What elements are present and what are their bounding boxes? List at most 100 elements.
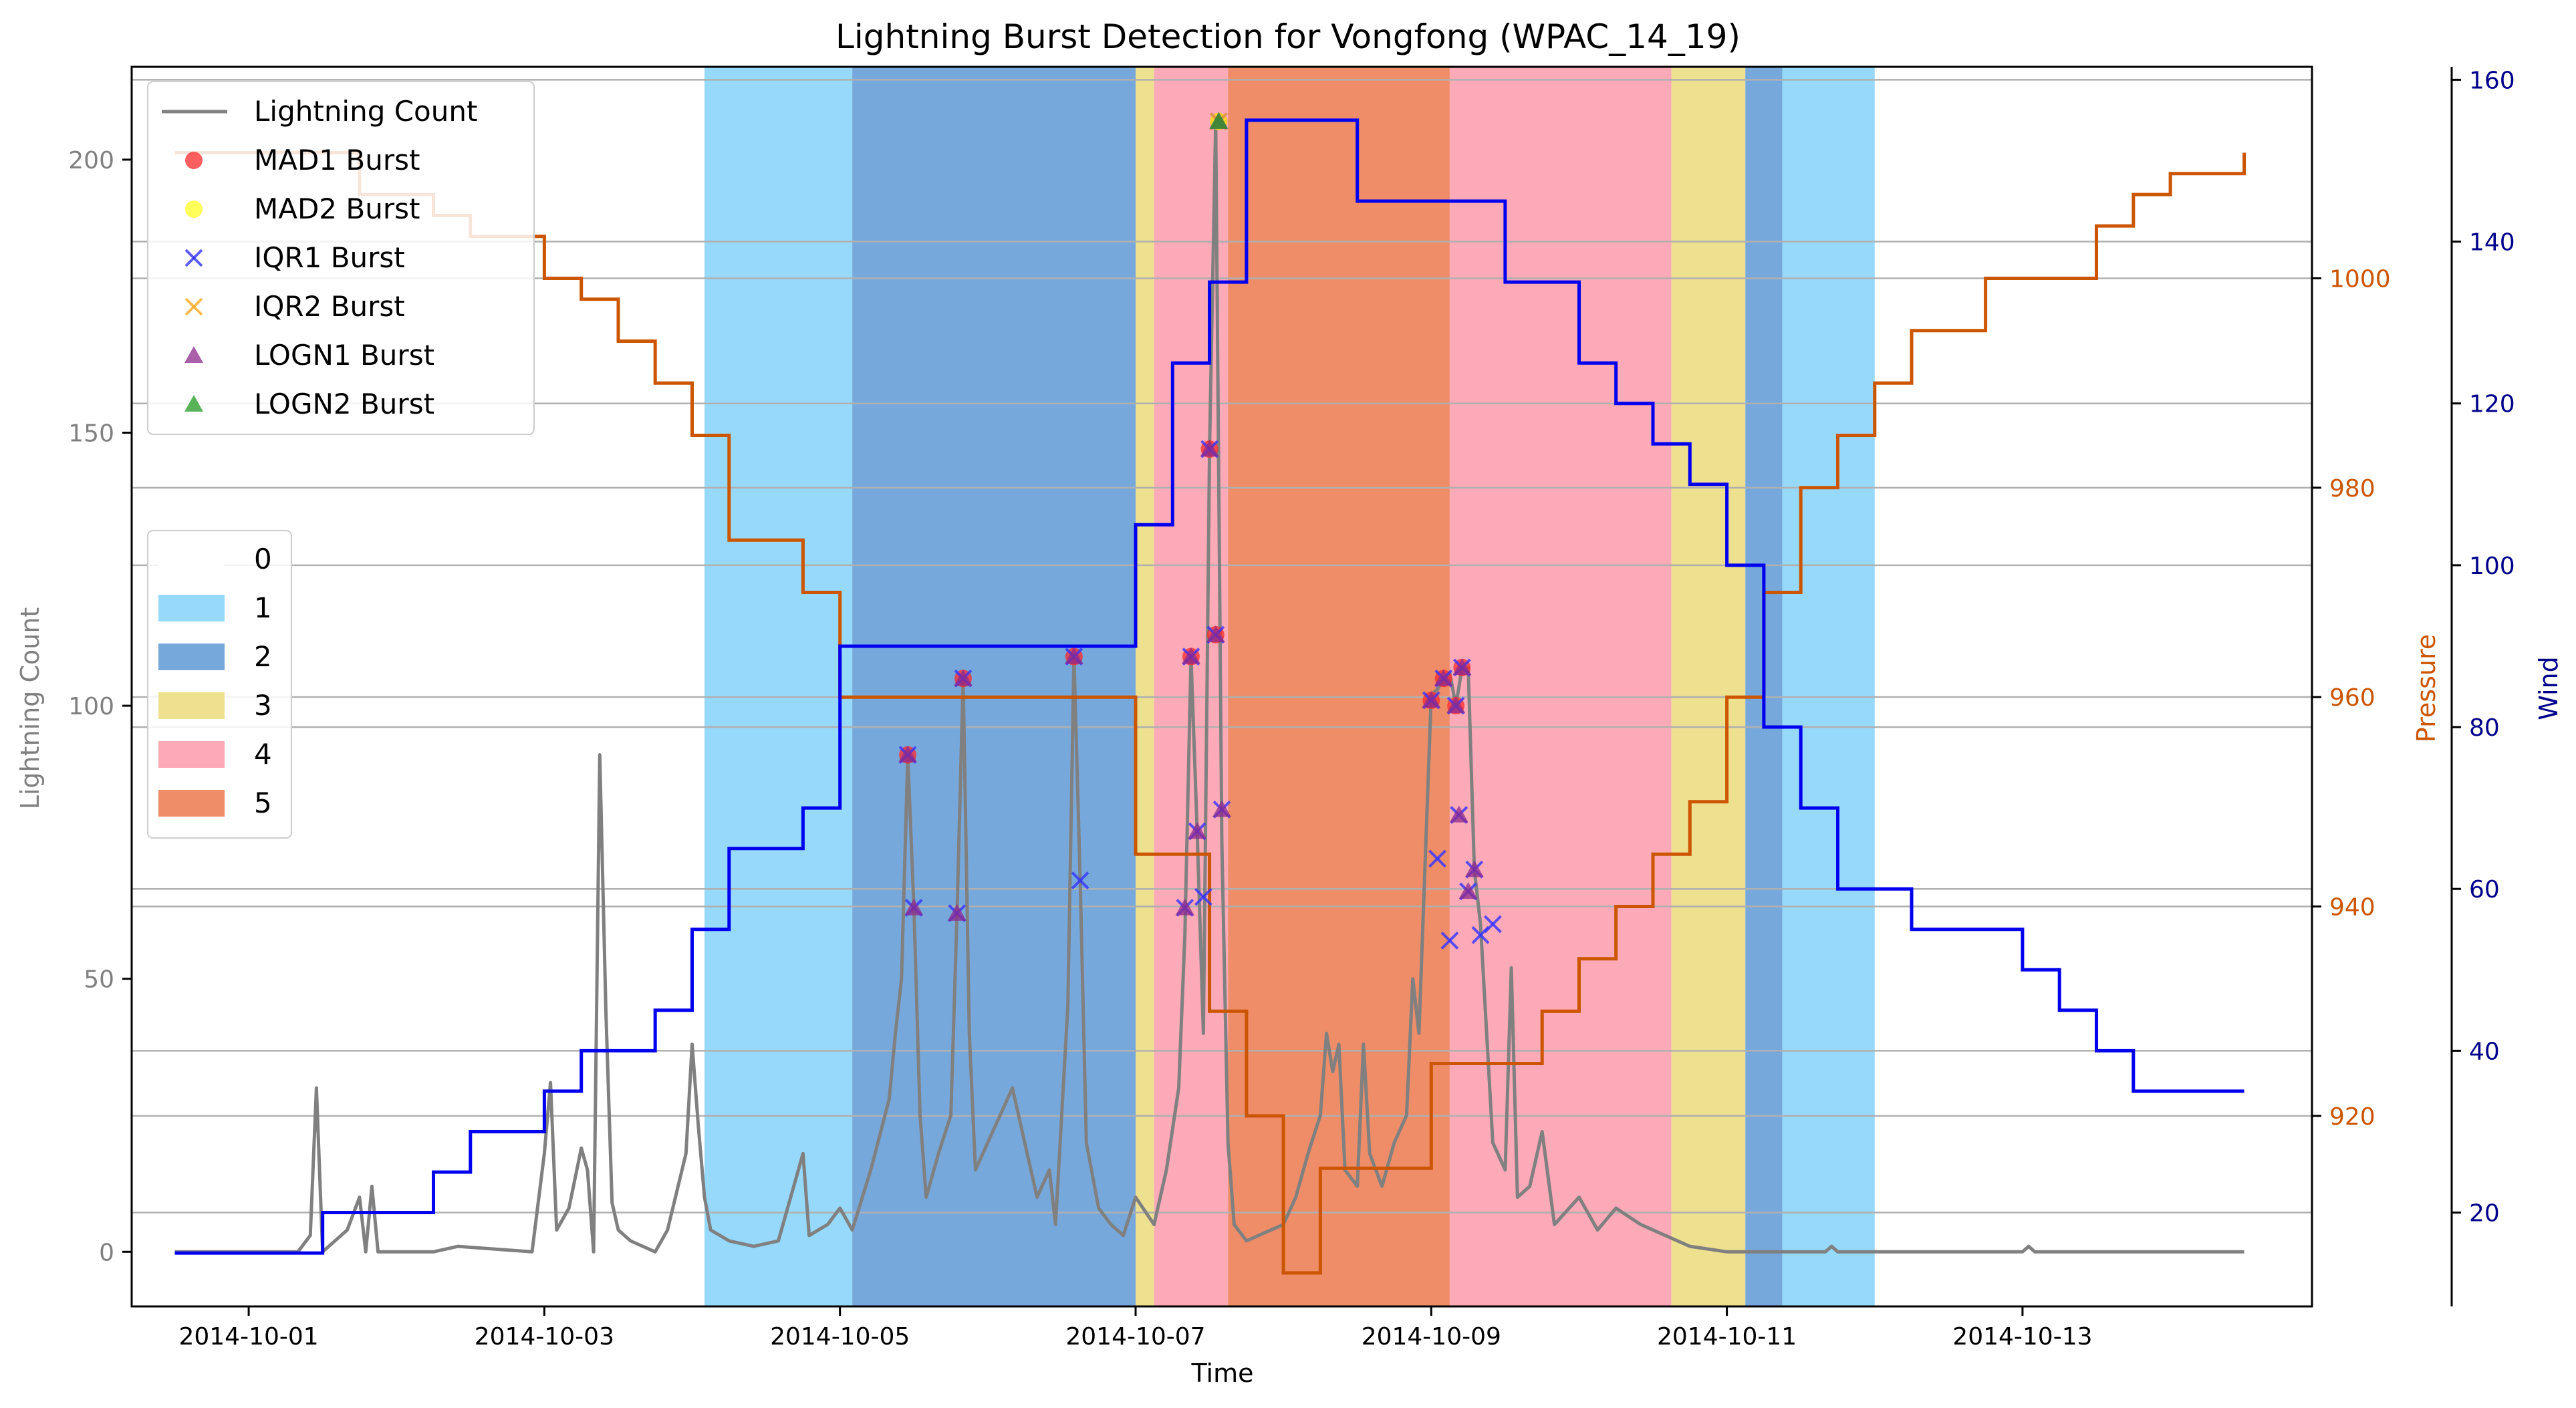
category-swatch bbox=[158, 546, 225, 573]
category-band-5 bbox=[1228, 67, 1450, 1306]
burst-marker-logn1 bbox=[1175, 898, 1194, 916]
x-tick-label: 2014-10-11 bbox=[1657, 1323, 1797, 1351]
burst-marker-logn1 bbox=[1181, 647, 1200, 664]
burst-marker-logn1 bbox=[1446, 696, 1466, 714]
category-band-1 bbox=[704, 67, 853, 1306]
legend-label: LOGN1 Burst bbox=[254, 339, 434, 372]
y-axis-label-pressure: Pressure bbox=[2412, 634, 2441, 742]
legend-label: Lightning Count bbox=[254, 95, 477, 128]
burst-marker-iqr1-stroke-b bbox=[1194, 887, 1212, 906]
x-tick-label: 2014-10-03 bbox=[475, 1323, 614, 1351]
y-pressure-tick-label: 960 bbox=[2329, 684, 2375, 712]
y-wind-tick-label: 80 bbox=[2469, 714, 2500, 742]
pressure-line bbox=[174, 151, 2246, 1275]
category-swatch bbox=[158, 644, 225, 670]
burst-marker-logn1 bbox=[947, 903, 967, 921]
burst-marker-iqr1 bbox=[1428, 849, 1446, 868]
burst-marker-logn1 bbox=[1064, 647, 1083, 664]
burst-marker-logn1 bbox=[904, 898, 924, 916]
legend-triangle-swatch bbox=[184, 346, 203, 363]
category-legend-label: 2 bbox=[254, 640, 272, 673]
burst-marker-logn1 bbox=[1449, 805, 1468, 823]
category-band-4 bbox=[1449, 67, 1672, 1306]
category-swatch bbox=[158, 595, 225, 621]
y-wind-tick-label: 60 bbox=[2469, 876, 2500, 903]
legend-label: IQR1 Burst bbox=[254, 241, 405, 274]
y-wind-tick-label: 160 bbox=[2469, 67, 2515, 94]
category-band-2 bbox=[852, 67, 1136, 1306]
category-legend-label: 1 bbox=[254, 591, 272, 624]
x-tick-label: 2014-10-07 bbox=[1065, 1323, 1205, 1351]
y-wind-tick-label: 40 bbox=[2469, 1038, 2500, 1065]
legend-label: IQR2 Burst bbox=[254, 290, 405, 323]
burst-marker-logn1 bbox=[953, 669, 973, 686]
tick-labels: 2014-10-01 2014-10-03 2014-10-05 2014-10-07… bbox=[68, 67, 2515, 1351]
category-legend: 0 1 2 3 4 5 bbox=[147, 530, 292, 839]
category-legend-label: 5 bbox=[254, 787, 272, 819]
burst-marker-logn1 bbox=[1200, 440, 1219, 457]
category-swatch bbox=[158, 692, 225, 719]
burst-marker-logn1 bbox=[1422, 690, 1441, 708]
y-pressure-tick-label: 920 bbox=[2329, 1103, 2375, 1131]
wind-line bbox=[174, 118, 2244, 1255]
y-axis-label-left: Lightning Count bbox=[15, 607, 45, 810]
burst-marker-logn1 bbox=[1464, 860, 1484, 877]
y-pressure-tick-label: 1000 bbox=[2329, 265, 2391, 293]
burst-marker-logn1 bbox=[1434, 669, 1453, 686]
x-tick-label: 2014-10-05 bbox=[770, 1323, 910, 1351]
legend-label: MAD2 Burst bbox=[254, 192, 420, 225]
pressure-series bbox=[174, 151, 2246, 1275]
category-legend-label: 3 bbox=[254, 689, 272, 722]
series-legend-frame bbox=[147, 81, 535, 435]
axes bbox=[130, 65, 2453, 1308]
category-band-3 bbox=[1135, 67, 1154, 1306]
series-legend: Lightning Count MAD1 Burst MAD2 Burst IQR1 … bbox=[147, 81, 535, 435]
y-pressure-tick-label: 940 bbox=[2329, 894, 2375, 922]
x-axis-label: Time bbox=[1191, 1359, 1254, 1388]
x-tick-label: 2014-10-01 bbox=[178, 1323, 318, 1351]
category-swatch bbox=[158, 790, 225, 817]
burst-marker-iqr1-stroke-b bbox=[1071, 871, 1089, 890]
y-left-tick-label: 200 bbox=[68, 147, 114, 174]
x-tick-label: 2014-10-09 bbox=[1362, 1323, 1501, 1351]
legend-x-stroke-b bbox=[184, 249, 203, 267]
burst-marker-logn1 bbox=[1188, 822, 1207, 839]
burst-marker-iqr1 bbox=[1194, 887, 1212, 906]
chart-title: Lightning Burst Detection for Vongfong (… bbox=[835, 17, 1741, 56]
legend-x-stroke-b bbox=[184, 297, 203, 316]
burst-markers bbox=[898, 112, 1502, 950]
category-band-3 bbox=[1671, 67, 1746, 1306]
legend-triangle-swatch bbox=[184, 395, 203, 412]
wind-series bbox=[174, 118, 2244, 1255]
legend-circle-swatch bbox=[185, 152, 203, 169]
burst-marker-iqr1 bbox=[1440, 932, 1459, 950]
burst-marker-logn1 bbox=[1206, 625, 1225, 643]
y-wind-tick-label: 120 bbox=[2469, 391, 2515, 418]
y-left-tick-label: 0 bbox=[99, 1239, 114, 1266]
y-left-tick-label: 150 bbox=[68, 420, 114, 448]
burst-marker-logn1 bbox=[1452, 658, 1472, 676]
category-bands bbox=[704, 67, 1875, 1306]
y-wind-tick-label: 100 bbox=[2469, 553, 2515, 580]
legend-x-swatch bbox=[184, 297, 203, 316]
category-legend-label: 4 bbox=[254, 738, 272, 770]
legend-circle-swatch bbox=[185, 200, 203, 218]
category-swatch bbox=[158, 741, 225, 768]
y-left-tick-label: 100 bbox=[68, 693, 114, 720]
legend-x-swatch bbox=[184, 249, 203, 267]
x-tick-label: 2014-10-13 bbox=[1952, 1323, 2092, 1351]
burst-marker-iqr1 bbox=[1071, 871, 1089, 890]
burst-marker-logn1 bbox=[1458, 881, 1478, 899]
y-pressure-tick-label: 980 bbox=[2329, 475, 2375, 503]
burst-marker-iqr1 bbox=[1484, 915, 1502, 934]
burst-marker-logn2 bbox=[1209, 112, 1229, 129]
burst-marker-iqr1-stroke-b bbox=[1484, 915, 1502, 934]
y-wind-tick-label: 20 bbox=[2469, 1200, 2500, 1228]
burst-marker-iqr1-stroke-b bbox=[1428, 849, 1446, 868]
plot-frame bbox=[130, 65, 2313, 1308]
category-legend-label: 0 bbox=[254, 543, 272, 575]
burst-marker-logn1 bbox=[1212, 800, 1231, 817]
category-band-1 bbox=[1782, 67, 1875, 1306]
